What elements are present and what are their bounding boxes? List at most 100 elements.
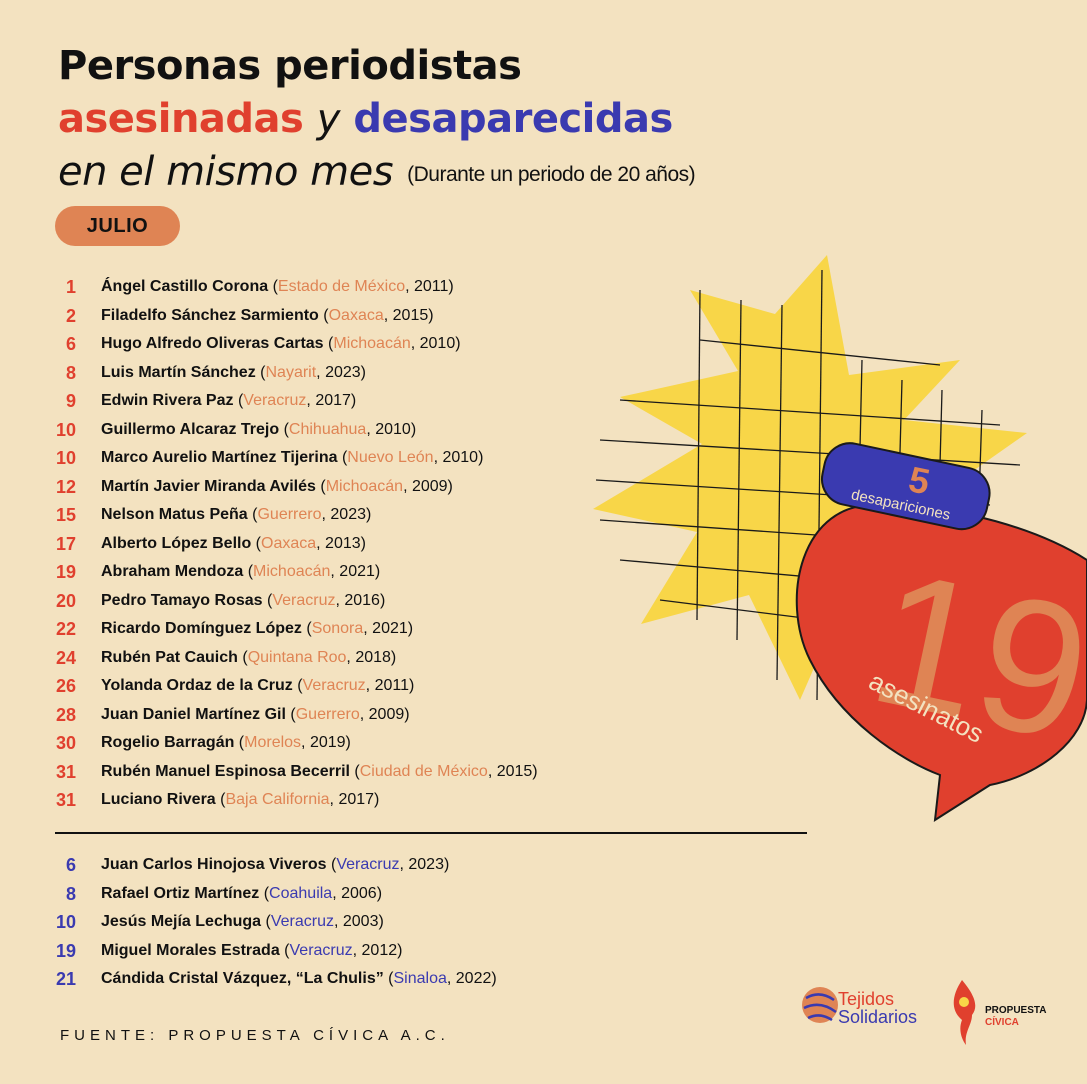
tejidos-solidarios-logo: Tejidos Solidarios [802,987,917,1027]
journalist-name: Jesús Mejía Lechuga [101,913,262,930]
year: , 2010) [366,420,417,438]
logos: Tejidos Solidarios PROPUESTA CÍVICA [802,980,1047,1045]
state-name: Veracruz [243,392,307,409]
journalist-entry: Marco Aurelio Martínez Tijerina (Nuevo L… [101,449,484,466]
journalist-name: Guillermo Alcaraz Trejo [101,420,280,438]
year: , 2010) [433,449,484,466]
year: , 2023) [316,363,366,381]
journalist-entry: Hugo Alfredo Oliveras Cartas (Michoacán,… [101,335,461,352]
journalist-entry: Miguel Morales Estrada (Veracruz, 2012) [101,941,403,959]
title-line-3-text: en el mismo mes [58,149,394,195]
journalist-name: Rogelio Barragán [101,734,235,751]
year: , 2023) [399,856,450,873]
year: , 2009) [359,705,410,723]
year: , 2015) [383,306,434,324]
state-name: Baja California [225,791,330,808]
propuesta-civica-logo: PROPUESTA CÍVICA [953,980,1047,1045]
state-name: Sonora [311,620,364,637]
title-line-1: Personas periodistas [58,43,522,89]
flame-icon [953,980,976,1045]
state-name: Sinaloa [393,970,447,987]
journalist-name: Edwin Rivera Paz [101,392,234,409]
state-name: Quintana Roo [247,648,347,666]
year: , 2015) [487,762,538,780]
journalist-name: Rafael Ortiz Martínez [101,884,260,902]
state-name: Veracruz [302,677,366,694]
journalist-name: Luis Martín Sánchez [101,363,256,381]
journalist-entry: Edwin Rivera Paz (Veracruz, 2017) [101,392,357,409]
state-name: Morelos [244,734,302,751]
journalist-name: Ricardo Domínguez López [101,620,302,637]
year: , 2006) [332,884,383,902]
journalist-entry: Luciano Rivera (Baja California, 2017) [101,791,380,808]
journalist-entry: Guillermo Alcaraz Trejo (Chihuahua, 2010… [101,420,417,438]
year: , 2023) [321,506,372,523]
journalist-entry: Rubén Pat Cauich (Quintana Roo, 2018) [101,648,397,666]
day-number: 26 [55,676,76,696]
year: , 2017) [329,791,380,808]
state-name: Veracruz [272,591,336,609]
solidarios-text: Solidarios [838,1007,917,1027]
title-line-3: en el mismo mes (Durante un periodo de 20… [58,146,696,201]
year: , 2009) [403,477,453,495]
journalist-entry: Rogelio Barragán (Morelos, 2019) [101,734,351,751]
journalist-name: Rubén Pat Cauich [101,648,238,666]
civica-text: CÍVICA [985,1015,1019,1028]
journalist-entry: Cándida Cristal Vázquez, “La Chulis” (Si… [101,970,497,987]
year: , 2022) [446,970,497,987]
journalist-name: Alberto López Bello [101,534,252,552]
state-name: Michoacán [253,563,331,580]
journalist-name: Luciano Rivera [101,791,216,808]
journalist-entry: Filadelfo Sánchez Sarmiento (Oaxaca, 201… [101,306,434,324]
journalist-entry: Rubén Manuel Espinosa Becerril (Ciudad d… [101,762,538,780]
journalist-name: Nelson Matus Peña [101,506,248,523]
year: , 2021) [363,620,414,637]
journalist-name: Abraham Mendoza [101,563,244,580]
state-name: Guerrero [295,705,360,723]
day-number: 19 [55,562,76,582]
day-number: 15 [55,505,76,525]
journalist-entry: Ricardo Domínguez López (Sonora, 2021) [101,620,414,637]
day-number: 22 [55,619,76,639]
journalist-name: Filadelfo Sánchez Sarmiento [101,306,319,324]
day-number: 9 [65,391,76,411]
day-number: 19 [55,940,76,961]
day-number: 10 [55,448,76,468]
state-name: Nuevo León [347,449,434,466]
journalist-entry: Alberto López Bello (Oaxaca, 2013) [101,534,366,552]
stats-graphic: 5 desapariciones 19 asesinatos [593,255,1087,822]
state-name: Oaxaca [328,306,384,324]
month-badge: JULIO [55,206,180,246]
day-number: 20 [55,590,76,611]
star-shape [593,255,1027,700]
list-divider [55,832,807,834]
journalist-name: Hugo Alfredo Oliveras Cartas [101,335,324,352]
day-number: 31 [55,790,76,810]
day-number: 2 [65,305,76,326]
year: , 2010) [410,335,461,352]
speech-bubble [795,503,1087,822]
state-name: Ciudad de México [359,762,488,780]
title-line-2: asesinadas y desaparecidas [58,93,695,146]
journalist-name: Juan Daniel Martínez Gil [101,705,286,723]
state-name: Veracruz [336,856,400,873]
journalist-entry: Luis Martín Sánchez (Nayarit, 2023) [101,363,366,381]
year: , 2018) [346,648,397,666]
day-number: 28 [55,704,76,725]
year: , 2003) [333,913,384,930]
journalist-entry: Nelson Matus Peña (Guerrero, 2023) [101,506,372,523]
journalist-entry: Ángel Castillo Corona (Estado de México,… [101,278,454,295]
propuesta-text: PROPUESTA [985,1005,1047,1016]
page-title: Personas periodistas asesinadas y desapa… [58,40,696,201]
day-number: 17 [55,533,76,554]
journalist-name: Juan Carlos Hinojosa Viveros [101,856,327,873]
day-number: 31 [55,761,76,782]
state-name: Veracruz [289,941,353,959]
state-name: Michoacán [325,477,404,495]
journalist-name: Yolanda Ordaz de la Cruz [101,677,293,694]
journalist-entry: Jesús Mejía Lechuga (Veracruz, 2003) [101,913,384,930]
title-asesinadas: asesinadas [58,96,304,142]
state-name: Estado de México [277,278,406,295]
journalist-name: Cándida Cristal Vázquez, “La Chulis” [101,970,384,987]
journalist-entry: Rafael Ortiz Martínez (Coahuila, 2006) [101,884,383,902]
